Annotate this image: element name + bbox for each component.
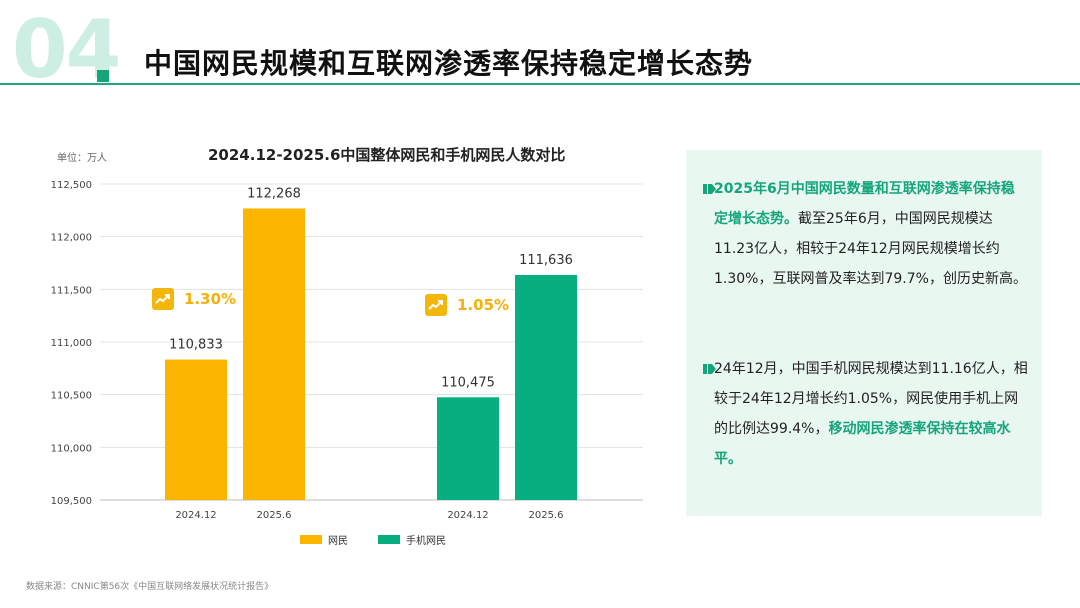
legend-swatch-mobile	[378, 535, 400, 544]
y-tick-label: 112,500	[51, 180, 92, 191]
trend-up-icon	[152, 287, 174, 310]
bar-mobile-1	[515, 275, 577, 500]
growth-value-netizen: 1.30%	[184, 289, 237, 308]
growth-badge-mobile: 1.05%	[425, 294, 510, 317]
arrow-marker-icon	[703, 184, 716, 194]
growth-badge-netizen: 1.30%	[152, 287, 237, 310]
page-title: 中国网民规模和互联网渗透率保持稳定增长态势	[144, 47, 754, 80]
section-number-accent	[97, 70, 109, 82]
bar-netizen-1	[243, 208, 305, 501]
summary-highlight-1: 2025年6月中国网民数量和互联网渗透率保持稳定增长态势。	[714, 181, 1015, 227]
trend-up-icon	[425, 294, 447, 317]
y-tick-label: 112,000	[51, 233, 92, 244]
data-label: 110,475	[441, 375, 495, 390]
data-label: 112,268	[247, 186, 301, 201]
bar-netizen-0	[165, 359, 227, 500]
legend-label-mobile: 手机网民	[406, 536, 446, 547]
y-tick-label: 109,500	[51, 496, 92, 507]
data-label: 110,833	[169, 338, 223, 353]
legend-label-netizen: 网民	[328, 536, 348, 547]
summary-panel: 2025年6月中国网民数量和互联网渗透率保持稳定增长态势。截至25年6月，中国网…	[686, 150, 1042, 516]
summary-text-2: 24年12月，中国手机网民规模达到11.16亿人，相较于24年12月增长约1.0…	[714, 361, 1028, 437]
y-tick-label: 110,500	[51, 391, 92, 402]
legend-item-mobile: 手机网民	[378, 532, 446, 547]
summary-highlight-2: 移动网民渗透率保持在较高水平。	[714, 421, 1011, 467]
title-divider	[0, 83, 1080, 85]
x-tick-label: 2025.6	[529, 510, 564, 521]
summary-paragraph-2: 24年12月，中国手机网民规模达到11.16亿人，相较于24年12月增长约1.0…	[703, 354, 1028, 474]
chart-unit-label: 单位：万人	[57, 153, 107, 164]
growth-value-mobile: 1.05%	[457, 296, 510, 315]
legend-item-netizen: 网民	[300, 532, 348, 547]
y-tick-label: 111,500	[51, 285, 92, 296]
summary-paragraph-1: 2025年6月中国网民数量和互联网渗透率保持稳定增长态势。截至25年6月，中国网…	[703, 174, 1028, 294]
bar-mobile-0	[437, 397, 499, 500]
data-source: 数据来源：CNNIC第56次《中国互联网络发展状况统计报告》	[26, 582, 274, 592]
arrow-marker-icon	[703, 364, 716, 374]
chart-title: 2024.12-2025.6中国整体网民和手机网民人数对比	[208, 146, 566, 164]
chart-legend: 网民 手机网民	[300, 532, 476, 547]
data-label: 111,636	[519, 253, 573, 268]
y-tick-label: 111,000	[51, 338, 92, 349]
legend-swatch-netizen	[300, 535, 322, 544]
x-tick-label: 2024.12	[447, 510, 488, 521]
y-tick-label: 110,000	[51, 443, 92, 454]
x-tick-label: 2025.6	[257, 510, 292, 521]
summary-text-1: 截至25年6月，中国网民规模达11.23亿人，相较于24年12月网民规模增长约1…	[714, 211, 1027, 287]
x-tick-label: 2024.12	[175, 510, 216, 521]
bar-chart: 109,500 110,000 110,500 111,000 111,500 112,0…	[51, 180, 643, 521]
